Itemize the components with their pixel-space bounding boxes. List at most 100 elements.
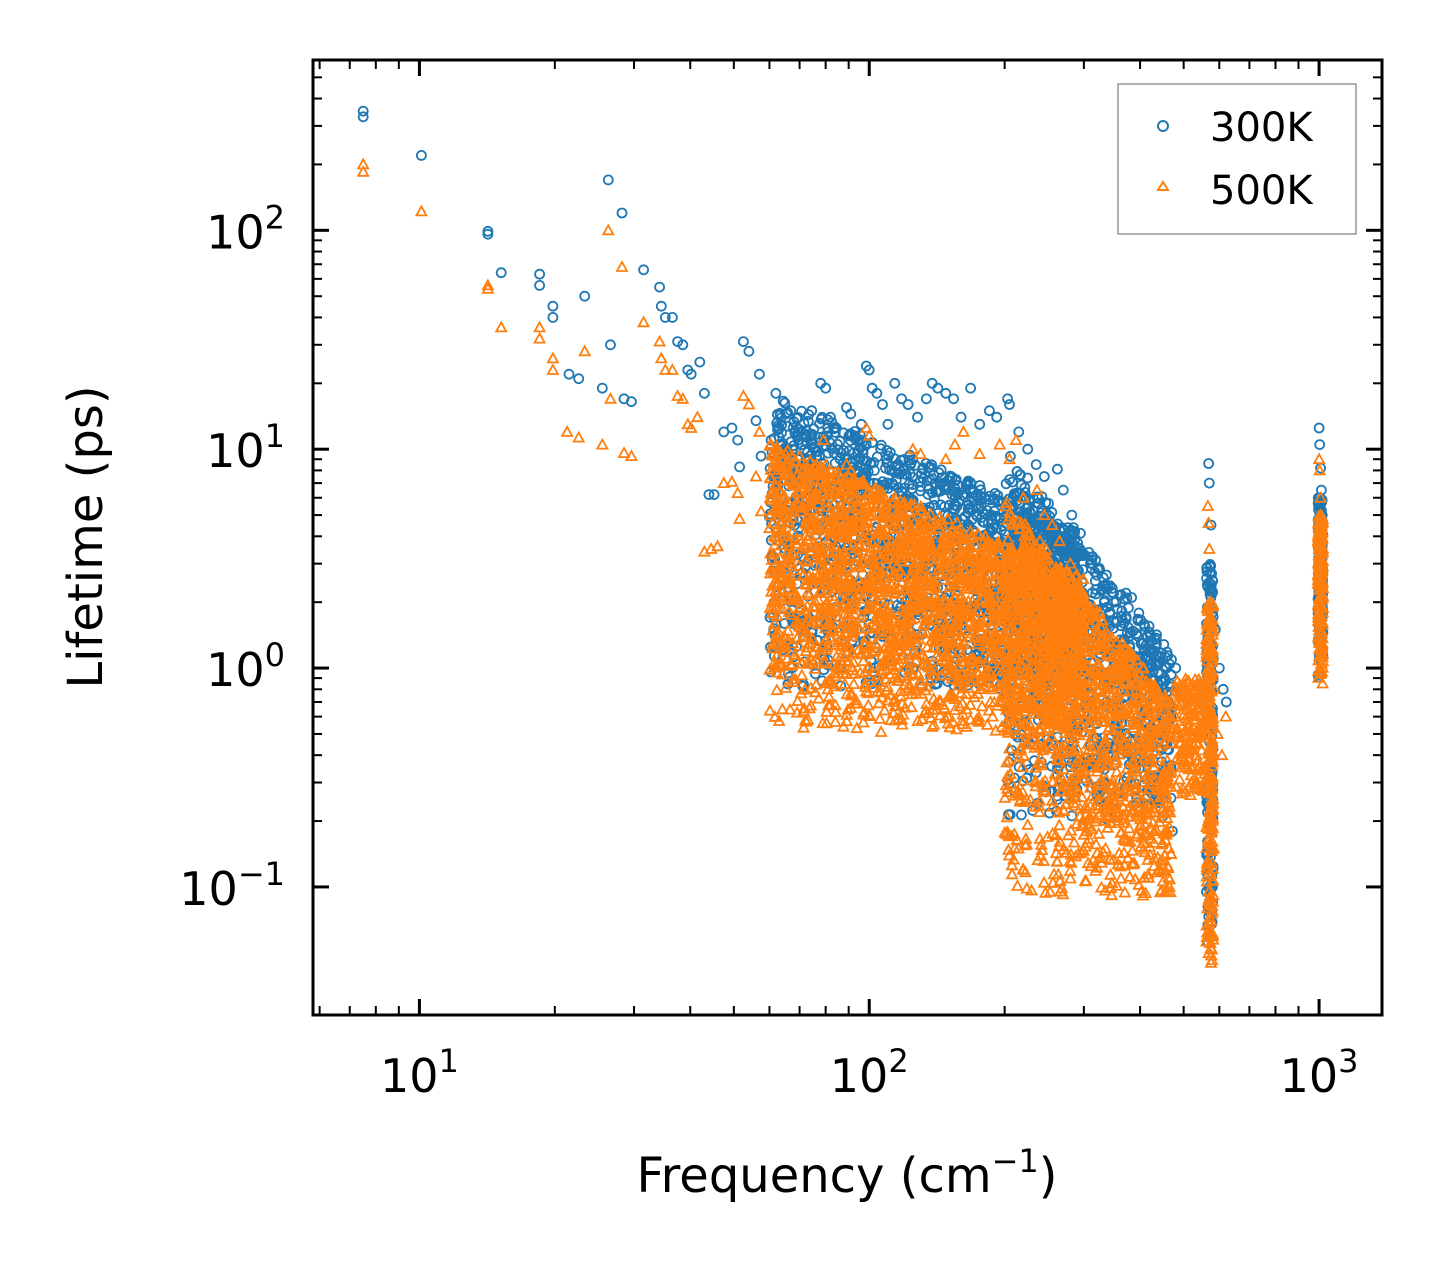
point-500k [893, 563, 907, 576]
point-300k [547, 300, 559, 312]
point-300k [605, 339, 616, 351]
point-300k [1033, 497, 1044, 509]
point-300k [1217, 683, 1229, 695]
point-500k [803, 454, 817, 466]
point-500k [874, 725, 888, 737]
point-500k [932, 521, 946, 534]
point-300k [1203, 477, 1215, 489]
point-500k [826, 677, 840, 689]
point-300k [948, 393, 959, 405]
point-300k [962, 506, 974, 518]
point-500k [849, 541, 863, 553]
point-500k [772, 714, 786, 726]
point-500k [914, 513, 928, 525]
point-500k [895, 508, 909, 521]
point-500k [765, 516, 780, 529]
point-300k [1024, 764, 1035, 775]
point-500k [873, 712, 887, 724]
point-500k [971, 655, 985, 668]
point-300k [814, 417, 825, 429]
point-300k [1005, 450, 1016, 462]
point-500k [983, 665, 997, 678]
point-500k [895, 712, 909, 725]
point-300k [802, 415, 814, 427]
point-300k [1220, 696, 1232, 708]
point-500k [928, 589, 942, 601]
point-500k [961, 594, 975, 607]
point-500k [811, 546, 825, 559]
point-500k [809, 677, 823, 690]
point-500k [983, 568, 997, 580]
point-300k [868, 456, 880, 468]
point-500k [770, 466, 784, 479]
point-500k [964, 674, 978, 687]
point-300k [965, 483, 976, 495]
point-500k [935, 513, 949, 526]
point-500k [948, 559, 962, 571]
point-500k [838, 583, 852, 596]
point-500k [950, 583, 964, 596]
point-300k [1101, 601, 1113, 613]
point-500k [848, 594, 862, 607]
point-300k [899, 468, 910, 480]
point-500k [804, 681, 818, 693]
point-300k [808, 443, 820, 455]
point-500k [775, 702, 789, 715]
point-500k [772, 626, 786, 639]
point-500k [943, 568, 957, 581]
point-500k [823, 483, 837, 495]
point-500k [941, 710, 955, 722]
point-500k [864, 544, 878, 557]
point-500k [848, 520, 862, 533]
point-500k [765, 601, 780, 614]
point-300k [772, 422, 784, 434]
point-500k [809, 485, 823, 497]
point-500k [937, 560, 951, 572]
point-500k [989, 642, 1003, 655]
point-300k [1133, 607, 1145, 619]
point-500k [770, 505, 784, 518]
point-500k [931, 632, 945, 645]
point-300k [1003, 809, 1014, 821]
point-500k [834, 497, 848, 510]
point-300k [965, 477, 976, 489]
point-500k [813, 647, 828, 660]
point-500k [949, 722, 963, 735]
point-500k [985, 595, 999, 607]
point-300k [755, 450, 767, 462]
point-300k [1170, 662, 1182, 674]
point-300k [596, 382, 608, 394]
point-500k [941, 604, 955, 617]
point-300k [898, 454, 910, 465]
point-500k [861, 602, 875, 615]
point-500k [978, 540, 993, 552]
point-300k [1038, 471, 1050, 482]
point-500k [858, 677, 872, 689]
point-500k [800, 625, 814, 637]
point-300k [974, 418, 986, 430]
point-500k [969, 538, 983, 550]
point-300k [858, 455, 869, 466]
point-300k [830, 422, 842, 434]
point-300k [884, 447, 896, 458]
point-500k [895, 648, 909, 661]
point-500k [993, 620, 1007, 633]
point-500k [842, 568, 856, 581]
point-500k [924, 711, 938, 723]
point-500k [938, 592, 952, 605]
point-500k [1070, 568, 1084, 580]
point-500k [958, 655, 972, 668]
point-500k [829, 574, 843, 587]
point-500k [795, 668, 809, 681]
point-500k [939, 662, 953, 675]
point-500k [819, 553, 833, 566]
point-300k [932, 382, 944, 394]
point-500k [888, 621, 903, 634]
point-500k [856, 715, 870, 728]
point-300k [534, 279, 545, 291]
point-300k [638, 264, 649, 276]
point-500k [764, 437, 778, 449]
point-500k [786, 582, 800, 595]
point-500k [812, 691, 826, 704]
point-300k [952, 488, 963, 500]
